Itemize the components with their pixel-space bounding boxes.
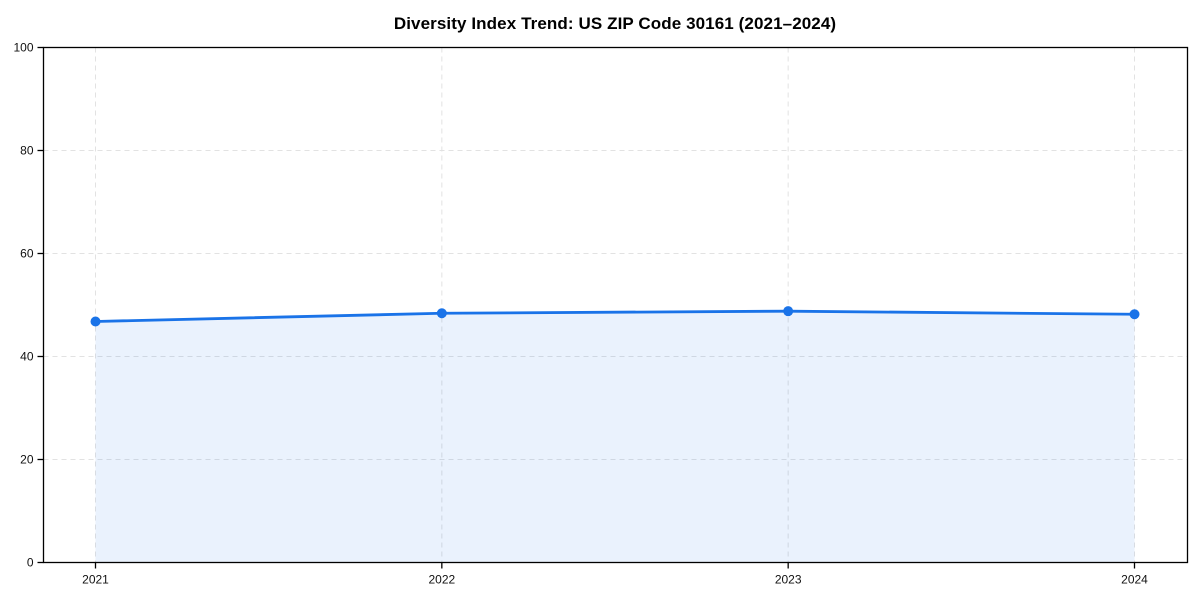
- x-tick-label: 2022: [428, 573, 455, 587]
- data-point: [436, 308, 447, 319]
- y-tick-label: 100: [13, 41, 33, 55]
- trend-line: [94, 309, 1136, 323]
- y-tick-label: 20: [20, 453, 34, 467]
- area-fill: [95, 311, 1135, 563]
- data-point: [1129, 309, 1140, 320]
- data-point: [783, 306, 794, 317]
- plot-border: [42, 46, 1189, 564]
- x-tick-label: 2024: [1121, 573, 1148, 587]
- y-tick-label: 0: [27, 556, 34, 570]
- chart-title: Diversity Index Trend: US ZIP Code 30161…: [393, 14, 837, 33]
- data-point: [90, 316, 101, 327]
- x-tick-label: 2021: [82, 573, 109, 587]
- y-tick-label: 40: [20, 350, 34, 364]
- x-tick-label: 2023: [775, 573, 802, 587]
- y-tick-label: 60: [20, 247, 34, 261]
- y-tick-label: 80: [20, 144, 34, 158]
